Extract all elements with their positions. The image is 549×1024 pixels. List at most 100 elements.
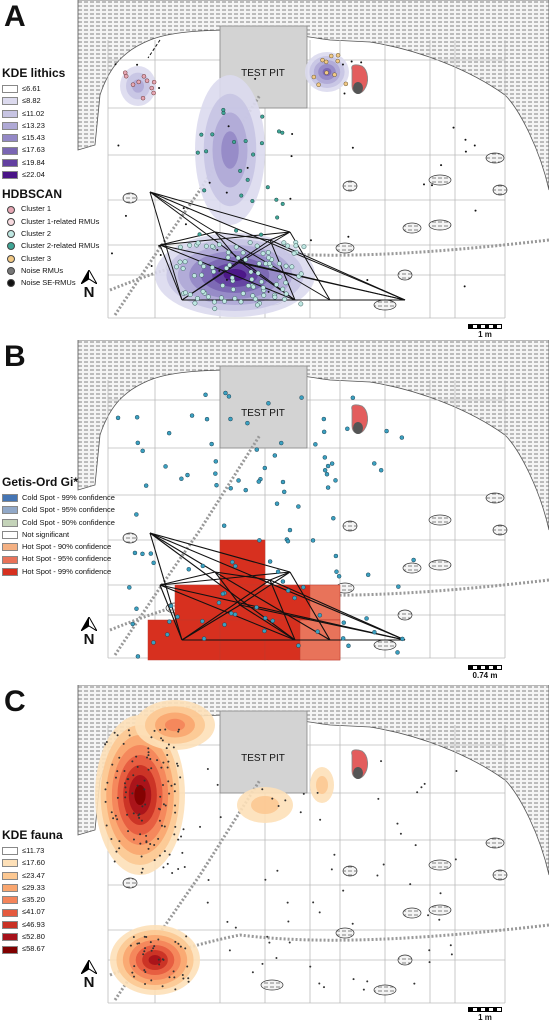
find-point [110,811,113,814]
find-point [174,804,177,807]
find-point [272,453,278,458]
find-point [266,935,269,938]
find-point [291,250,297,256]
find-point [147,747,150,750]
find-point [423,782,426,785]
find-point [350,395,356,401]
find-point [243,138,248,144]
find-point [197,232,202,237]
legend-item: ≤41.07 [2,906,63,918]
find-point [271,797,274,800]
find-point [238,168,243,173]
rock-block [402,562,422,574]
find-point [409,883,412,886]
find-point [218,295,224,301]
rock-block [485,837,505,849]
find-point [105,824,108,827]
legend-swatch [2,847,18,856]
refit-link [214,231,241,263]
feature-core [353,82,363,94]
find-point [176,762,179,765]
find-point [136,63,139,66]
find-point [287,920,290,923]
find-point [161,985,164,988]
refit-link [289,571,331,641]
find-point [159,795,162,798]
legend-label: Noise RMUs [21,265,64,275]
find-point [114,63,117,66]
find-point [310,538,316,543]
refit-link [149,532,406,641]
find-point [274,197,279,202]
find-point [322,455,328,460]
find-point [309,965,312,968]
feature-core [353,422,363,434]
legend-item: Noise SE-RMUs [2,277,99,289]
scale-bar: 1 m [468,324,502,339]
find-point [179,476,184,481]
find-point [117,144,120,147]
legend-swatch [2,146,18,155]
find-point [176,764,179,767]
find-point [302,792,305,795]
find-point [187,977,190,980]
find-point [341,620,347,625]
legend-item: ≤58.67 [2,943,63,955]
find-point [328,53,334,59]
find-point [116,770,119,773]
legend-item: Cluster 2 [2,228,99,240]
find-point [116,734,119,737]
rock-block [122,877,138,889]
find-point [298,301,304,307]
map-a: TEST PIT [77,0,549,319]
find-point [145,935,148,938]
refit-link [159,571,216,586]
find-point [319,818,322,821]
find-point [265,250,271,255]
find-point [123,782,126,785]
find-point [396,822,399,825]
legend-swatch [2,506,18,515]
find-point [129,944,132,947]
find-point [201,264,207,269]
find-point [473,144,476,147]
find-point [130,82,136,87]
find-point [167,780,170,783]
find-point [316,82,321,87]
find-point [161,783,164,786]
refit-link [269,231,291,241]
find-point [200,563,206,569]
find-point [233,244,239,250]
legend-swatch [2,859,18,868]
find-point [380,760,383,763]
find-point [276,129,282,134]
find-point [187,980,190,983]
find-point [136,79,141,85]
find-point [221,107,226,113]
find-point [413,982,416,985]
kde-contour [134,785,146,805]
refit-link [214,231,271,241]
find-point [132,550,138,556]
legend-item: Cluster 3 [2,253,99,265]
legend-swatch [2,908,18,917]
find-point [144,803,147,806]
legend-item: Hot Spot - 95% confidence [2,553,115,565]
rock-block [373,984,397,996]
legend-label: ≤17.60 [22,858,45,868]
find-point [122,742,125,745]
find-point [399,832,402,835]
find-point [184,223,187,226]
find-point [174,825,177,828]
find-point [276,869,279,872]
find-point [246,166,249,169]
find-point [143,779,146,782]
kde-contour [221,131,239,169]
find-point [104,743,107,746]
find-point [137,814,140,817]
find-point [111,763,114,766]
legend-label: Hot Spot - 90% confidence [22,542,112,552]
find-point [209,243,215,249]
find-point [280,479,286,485]
find-point [113,860,116,863]
